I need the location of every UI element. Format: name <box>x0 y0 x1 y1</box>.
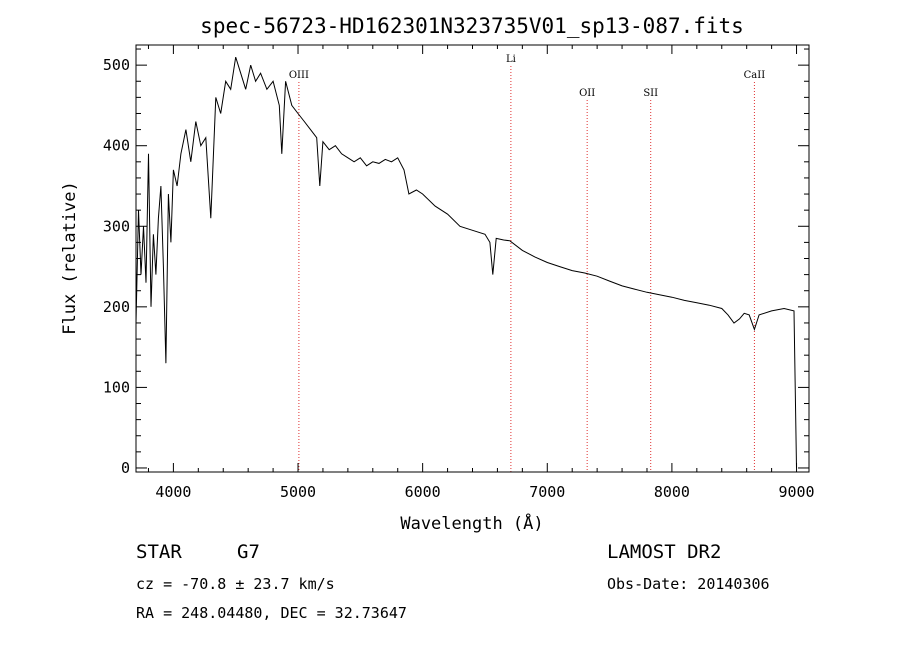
y-axis-label: Flux (relative) <box>60 181 80 335</box>
x-tick-label: 8000 <box>654 483 690 501</box>
marker-label-oii: OII <box>579 88 595 99</box>
x-tick-label: 4000 <box>155 483 191 501</box>
marker-label-li: Li <box>506 54 516 65</box>
chart-title: spec-56723-HD162301N323735V01_sp13-087.f… <box>200 14 744 38</box>
coordinates: RA = 248.04480, DEC = 32.73647 <box>136 604 407 622</box>
cz-value: cz = -70.8 ± 23.7 km/s <box>136 575 335 593</box>
x-tick-label: 6000 <box>405 483 441 501</box>
y-tick-label: 400 <box>103 137 130 155</box>
x-tick-label: 7000 <box>529 483 565 501</box>
marker-label-sii: SII <box>643 88 658 99</box>
y-tick-label: 0 <box>121 459 130 477</box>
spectrum-line <box>135 56 797 469</box>
survey-name: LAMOST DR2 <box>607 541 722 563</box>
marker-label-caii: CaII <box>744 70 766 81</box>
x-axis-label: Wavelength (Å) <box>400 512 543 534</box>
marker-label-oiii: OIII <box>289 70 309 81</box>
x-tick-label: 5000 <box>280 483 316 501</box>
obs-date: Obs-Date: 20140306 <box>607 575 770 593</box>
y-tick-label: 100 <box>103 378 130 396</box>
subclass: G7 <box>237 541 260 563</box>
object-type: STAR <box>136 541 182 563</box>
spectral-line-markers: OIII Li OII SII CaII <box>289 54 765 472</box>
y-tick-label: 500 <box>103 56 130 74</box>
y-tick-label: 300 <box>103 217 130 235</box>
axis-ticks: 4000 5000 6000 7000 8000 9000 0 100 200 300 400 500 <box>103 45 815 501</box>
x-tick-label: 9000 <box>778 483 814 501</box>
plot-frame <box>135 44 810 473</box>
y-tick-label: 200 <box>103 298 130 316</box>
